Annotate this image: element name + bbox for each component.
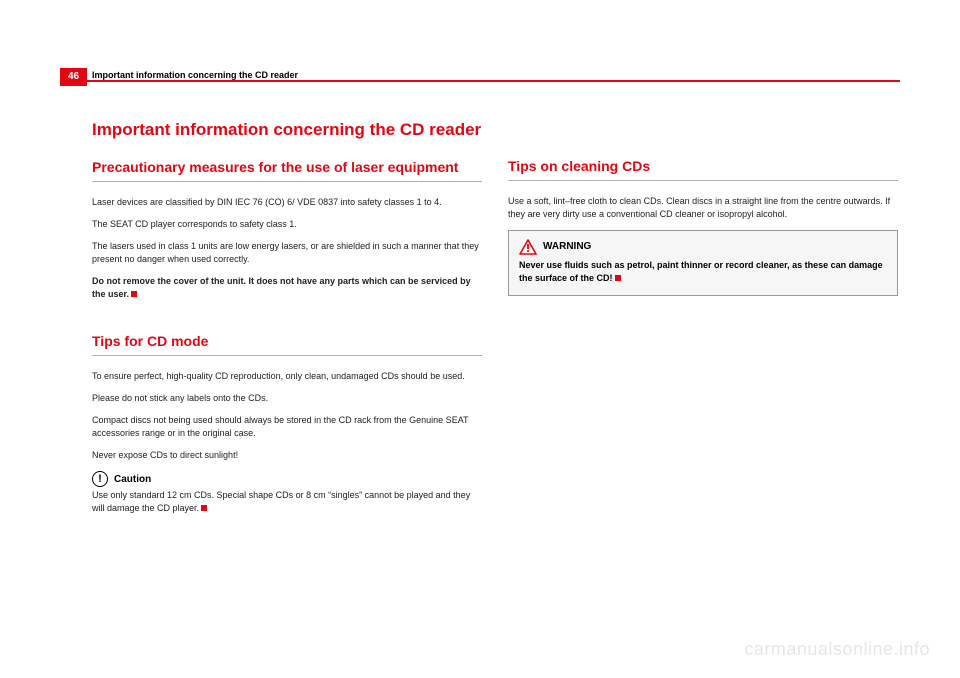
end-marker-icon xyxy=(131,291,137,297)
warning-header: WARNING xyxy=(519,239,887,255)
header-divider xyxy=(60,80,900,82)
section-title-cd-mode: Tips for CD mode xyxy=(92,332,482,356)
body-text: Compact discs not being used should alwa… xyxy=(92,414,482,440)
warning-text-span: Never use fluids such as petrol, paint t… xyxy=(519,260,883,283)
end-marker-icon xyxy=(615,275,621,281)
warning-text: Never use fluids such as petrol, paint t… xyxy=(519,259,887,285)
section-gap xyxy=(92,310,482,332)
body-text: Use a soft, lint–free cloth to clean CDs… xyxy=(508,195,898,221)
body-text: To ensure perfect, high-quality CD repro… xyxy=(92,370,482,383)
content-area: Important information concerning the CD … xyxy=(92,120,900,524)
end-marker-icon xyxy=(201,505,207,511)
right-column-offset xyxy=(508,120,898,157)
body-text-bold-span: Do not remove the cover of the unit. It … xyxy=(92,276,471,299)
right-column: Tips on cleaning CDs Use a soft, lint–fr… xyxy=(508,120,898,524)
warning-icon xyxy=(519,239,537,255)
caution-label: Caution xyxy=(114,474,151,485)
caution-header: ! Caution xyxy=(92,471,482,487)
caution-icon: ! xyxy=(92,471,108,487)
body-text: The lasers used in class 1 units are low… xyxy=(92,240,482,266)
section-title-laser: Precautionary measures for the use of la… xyxy=(92,158,482,182)
body-text: Laser devices are classified by DIN IEC … xyxy=(92,196,482,209)
section-title-cleaning: Tips on cleaning CDs xyxy=(508,157,898,181)
running-title: Important information concerning the CD … xyxy=(92,70,298,80)
body-text-bold: Do not remove the cover of the unit. It … xyxy=(92,275,482,301)
body-text: Never expose CDs to direct sunlight! xyxy=(92,449,482,462)
caution-text: Use only standard 12 cm CDs. Special sha… xyxy=(92,489,482,515)
body-text: Please do not stick any labels onto the … xyxy=(92,392,482,405)
body-text: The SEAT CD player corresponds to safety… xyxy=(92,218,482,231)
left-column: Important information concerning the CD … xyxy=(92,120,482,524)
caution-text-span: Use only standard 12 cm CDs. Special sha… xyxy=(92,490,470,513)
chapter-title: Important information concerning the CD … xyxy=(92,120,482,140)
page-number: 46 xyxy=(60,68,87,86)
page: 46 Important information concerning the … xyxy=(0,0,960,678)
watermark: carmanualsonline.info xyxy=(744,639,930,660)
warning-label: WARNING xyxy=(543,241,591,252)
warning-box: WARNING Never use fluids such as petrol,… xyxy=(508,230,898,296)
